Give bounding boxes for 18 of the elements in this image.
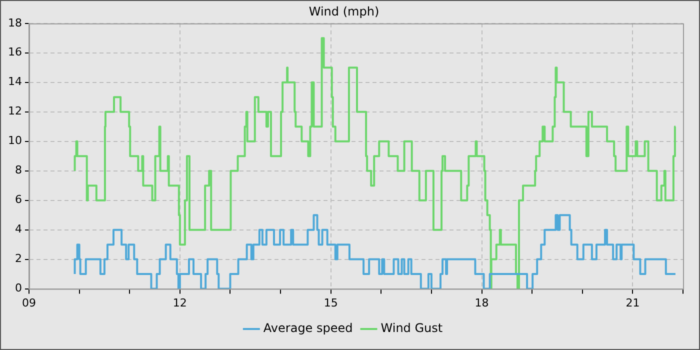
x-tick-label: 21	[626, 296, 640, 310]
y-tick-label: 2	[14, 252, 22, 266]
y-tick-label: 6	[14, 193, 22, 206]
y-tick-label: 12	[8, 104, 22, 118]
x-tick-label: 09	[22, 296, 36, 310]
y-tick-label: 10	[8, 134, 22, 148]
y-tick-label: 8	[14, 164, 22, 177]
x-tick-label: 15	[324, 296, 338, 310]
x-tick-label: 12	[172, 296, 187, 310]
y-tick-label: 0	[14, 282, 22, 295]
y-tick-label: 14	[8, 75, 22, 88]
x-tick-label: 18	[474, 296, 489, 310]
y-tick-label: 18	[8, 16, 22, 30]
y-tick-label: 4	[14, 222, 22, 236]
y-tick-label: 16	[8, 46, 22, 59]
legend-label: Average speed	[263, 321, 353, 336]
chart-title: Wind (mph)	[308, 4, 380, 18]
legend-label: Wind Gust	[380, 321, 443, 336]
